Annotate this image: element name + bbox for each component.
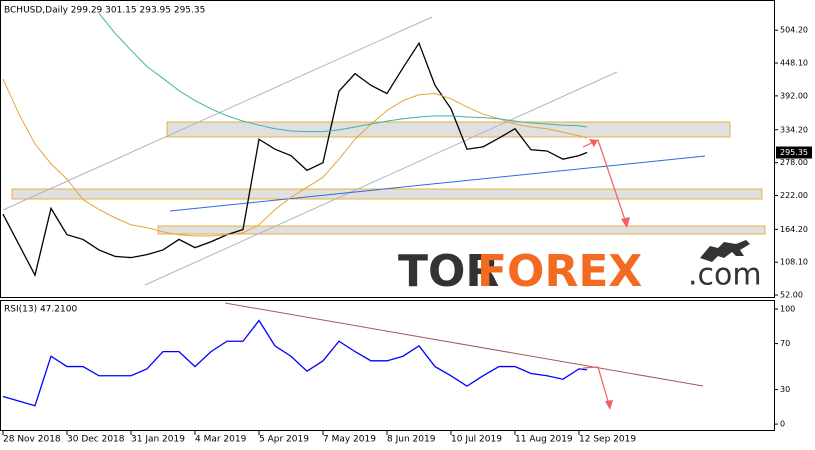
support-zone	[157, 225, 766, 235]
rsi-trend-line	[224, 302, 704, 387]
y-tick-label: 164.20	[780, 225, 808, 234]
resistance-zone	[166, 121, 731, 138]
y-tick-label: 278.00	[780, 158, 808, 167]
y-tick-label: 222.00	[780, 191, 808, 200]
x-tick-label: 5 Apr 2019	[259, 435, 309, 445]
price-tag-bg	[776, 146, 812, 159]
watermark-tor: TOR	[398, 246, 499, 297]
y-tick-label: 392.00	[780, 91, 808, 100]
x-tick-label: 10 Jul 2019	[451, 435, 502, 445]
forecast-arrow	[582, 366, 611, 409]
series-line	[2, 319, 588, 407]
arrow-head	[605, 400, 613, 410]
forecast-arrow	[582, 139, 628, 227]
watermark-forex: FOREX	[477, 246, 642, 297]
y-tick-label: 334.20	[780, 125, 808, 134]
x-tick-label: 30 Dec 2018	[67, 435, 125, 445]
price-frame	[0, 0, 775, 298]
y-tick-label: 448.10	[780, 59, 808, 68]
series-line	[2, 78, 588, 237]
x-tick-label: 7 May 2019	[323, 435, 376, 445]
x-tick-label: 8 Jun 2019	[387, 435, 436, 445]
x-tick-label: 12 Sep 2019	[579, 435, 636, 445]
rsi-header: RSI(13) 47.2100	[4, 305, 77, 315]
y-tick-label: 52.00	[780, 291, 803, 300]
rsi-frame	[0, 300, 775, 431]
arrow-head	[589, 139, 598, 147]
trend-line	[169, 155, 706, 212]
price-tag: 295.35	[780, 148, 808, 157]
channel-line	[2, 16, 433, 211]
arrow-head	[621, 217, 630, 228]
price-header: BCHUSD,Daily 299.29 301.15 293.95 295.35	[4, 6, 205, 16]
y-tick-label: 30	[780, 385, 790, 394]
y-tick-label: 504.20	[780, 26, 808, 35]
y-tick-label: 70	[780, 339, 790, 348]
x-tick-label: 31 Jan 2019	[131, 435, 185, 445]
x-tick-label: 4 Mar 2019	[195, 435, 247, 445]
x-tick-label: 11 Aug 2019	[515, 435, 573, 445]
channel-line	[144, 71, 618, 286]
series-line	[2, 41, 588, 277]
bull-logo	[700, 240, 750, 262]
series-line	[98, 12, 588, 133]
y-tick-label: 0	[780, 420, 785, 429]
support-zone	[11, 188, 763, 200]
y-tick-label: 100	[780, 305, 795, 314]
y-tick-label: 108.10	[780, 258, 808, 267]
x-tick-label: 28 Nov 2018	[3, 435, 61, 445]
watermark-com: .com	[688, 258, 762, 293]
